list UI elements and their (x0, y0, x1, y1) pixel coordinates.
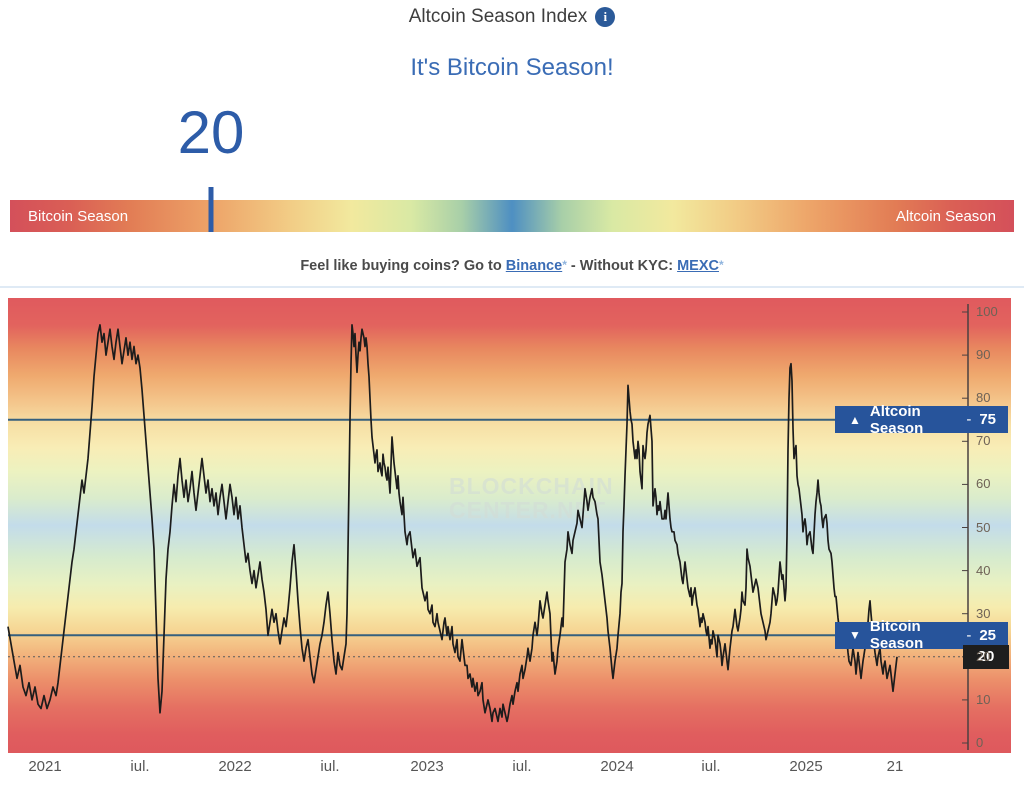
promo-text: Feel like buying coins? Go to Binance* -… (0, 258, 1024, 274)
threshold-value: 75 (979, 411, 996, 429)
y-tick-label: 30 (976, 605, 991, 621)
threshold-dash: - (966, 411, 972, 429)
x-tick-label: iul. (320, 758, 340, 775)
threshold-value: 25 (979, 626, 996, 644)
chart-gradient-background (8, 298, 1011, 753)
season-gradient-bar: Bitcoin Season Altcoin Season (10, 200, 1014, 232)
x-tick-label: 2023 (410, 758, 444, 775)
y-tick-label: 60 (976, 476, 991, 492)
binance-link[interactable]: Binance (505, 258, 563, 274)
altcoin-season-label: Altcoin Season (895, 207, 996, 225)
promo-prefix: Feel like buying coins? Go to (300, 258, 506, 274)
arrow-up-icon: ▲ (849, 412, 861, 427)
x-tick-label: iul. (130, 758, 150, 775)
binance-asterisk: * (562, 258, 567, 272)
season-status-text: It's Bitcoin Season! (410, 54, 614, 81)
arrow-down-icon: ▼ (849, 628, 861, 643)
chart-canvas (7, 304, 969, 750)
current-value-badge: 20 (963, 644, 1009, 669)
mexc-asterisk: * (718, 258, 724, 272)
page-title: Altcoin Season Index (408, 6, 588, 27)
x-tick-label: iul. (701, 758, 721, 775)
x-tick-label: 2021 (28, 758, 62, 775)
x-tick-label: 2022 (218, 758, 252, 775)
y-tick-label: 20 (976, 648, 991, 664)
x-tick-label: iul. (512, 758, 532, 775)
y-tick-label: 100 (976, 304, 998, 319)
x-tick-label: 2024 (600, 758, 634, 775)
index-history-chart: BLOCKCHAIN CENTER.NET ▲ Altcoin Season -… (0, 298, 1024, 778)
y-tick-label: 50 (976, 519, 991, 535)
threshold-label: Altcoin Season (869, 402, 924, 437)
y-tick-label: 70 (976, 433, 991, 449)
bitcoin-season-threshold-badge: ▼ Bitcoin Season - 25 (835, 618, 1008, 652)
y-tick-label: 40 (976, 562, 991, 578)
info-icon[interactable]: i (595, 7, 616, 27)
x-tick-label: 21 (886, 758, 904, 775)
y-tick-label: 0 (976, 735, 984, 750)
y-tick-label: 10 (976, 691, 991, 707)
y-tick-label: 90 (976, 347, 991, 363)
index-value: 20 (177, 99, 245, 166)
season-gauge: Bitcoin Season Altcoin Season (10, 187, 1014, 232)
threshold-label: Bitcoin Season (869, 618, 924, 653)
altcoin-season-threshold-badge: ▲ Altcoin Season - 75 (835, 403, 1008, 437)
gauge-indicator (208, 187, 214, 232)
section-divider (0, 286, 1024, 288)
header: Altcoin Season Index i (0, 6, 1024, 28)
mexc-link[interactable]: MEXC (677, 258, 719, 274)
promo-middle: - Without KYC: (566, 258, 678, 274)
x-tick-label: 2025 (789, 758, 823, 775)
y-tick-label: 80 (976, 390, 991, 406)
threshold-dash: - (966, 626, 972, 644)
bitcoin-season-label: Bitcoin Season (28, 207, 129, 225)
